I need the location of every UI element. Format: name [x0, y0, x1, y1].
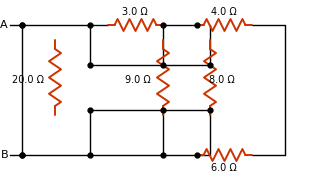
Text: 4.0 Ω: 4.0 Ω: [211, 7, 237, 17]
Text: 20.0 Ω: 20.0 Ω: [12, 75, 44, 85]
Text: 6.0 Ω: 6.0 Ω: [211, 163, 237, 173]
Text: 9.0 Ω: 9.0 Ω: [125, 75, 151, 85]
Text: A: A: [0, 20, 8, 30]
Text: 8.0 Ω: 8.0 Ω: [209, 75, 235, 85]
Text: 3.0 Ω: 3.0 Ω: [122, 7, 148, 17]
Text: B: B: [0, 150, 8, 160]
